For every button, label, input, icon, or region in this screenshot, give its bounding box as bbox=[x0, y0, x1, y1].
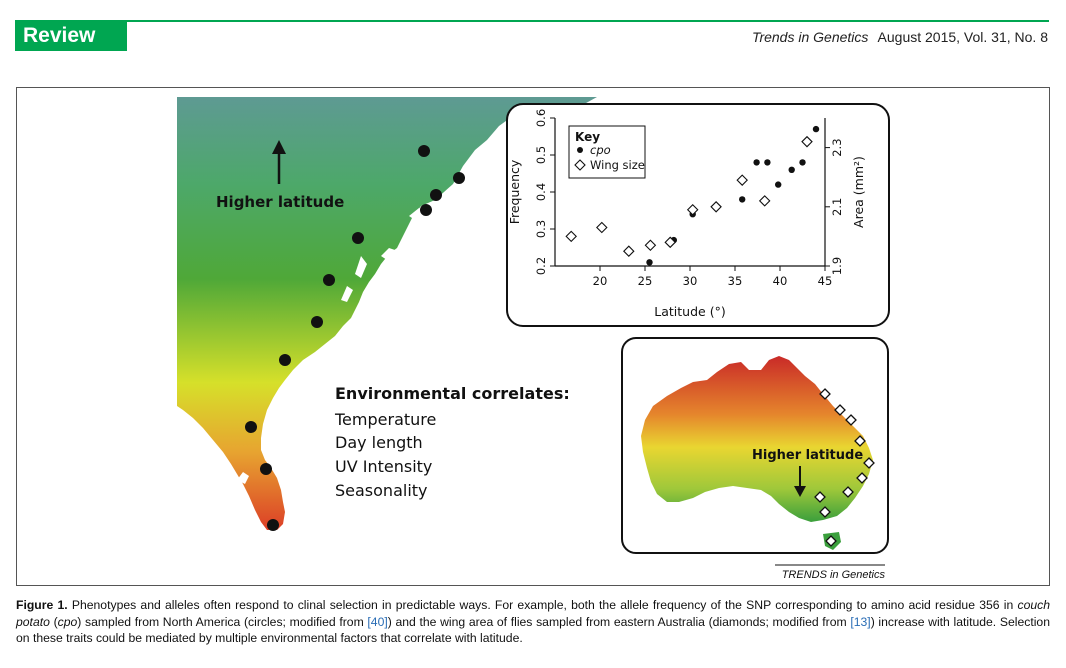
australia-landmass bbox=[641, 356, 873, 522]
wing-size-data-point bbox=[758, 195, 771, 207]
caption-reference-link[interactable]: [40] bbox=[367, 614, 388, 629]
wing-size-data-point bbox=[736, 174, 748, 186]
legend-title: Key bbox=[575, 130, 600, 144]
y2-tick-label: 2.3 bbox=[830, 138, 844, 156]
au-site-diamond bbox=[825, 535, 837, 547]
au-site-diamond bbox=[842, 486, 854, 498]
au-site-diamond bbox=[834, 404, 846, 416]
wing-size-data-point bbox=[686, 203, 699, 216]
issue-info: August 2015, Vol. 31, No. 8 bbox=[877, 29, 1048, 45]
wing-size-data-point bbox=[801, 135, 813, 148]
wing-size-data-point bbox=[644, 239, 657, 252]
au-site-diamond bbox=[854, 435, 866, 447]
cpo-data-point bbox=[775, 181, 782, 188]
journal-title: Trends in Genetics bbox=[751, 29, 869, 45]
figure-credit: TRENDS in Genetics bbox=[782, 569, 886, 581]
y2-tick-label: 2.1 bbox=[830, 198, 844, 216]
na-site-dot bbox=[352, 232, 364, 244]
na-coast-bays bbox=[237, 208, 423, 484]
journal-line: Trends in Genetics August 2015, Vol. 31,… bbox=[752, 29, 1048, 45]
y2-axis-title: Area (mm²) bbox=[851, 156, 866, 228]
y2-tick-label: 1.9 bbox=[830, 257, 844, 275]
na-site-dot bbox=[453, 172, 465, 184]
caption-text: ) sampled from North America (circles; m… bbox=[77, 614, 364, 629]
na-site-dot bbox=[279, 354, 291, 366]
caption-gene-abbr: cpo bbox=[57, 614, 78, 629]
review-badge: Review bbox=[15, 20, 127, 51]
wing-size-data-point bbox=[710, 201, 722, 213]
au-site-diamond bbox=[819, 388, 831, 400]
cpo-data-point bbox=[799, 159, 806, 166]
x-tick-label: 20 bbox=[593, 274, 608, 288]
au-site-diamond bbox=[856, 472, 868, 484]
x-tick-label: 35 bbox=[728, 274, 743, 288]
y-tick-label: 0.2 bbox=[534, 257, 548, 275]
x-axis-title: Latitude (°) bbox=[654, 304, 725, 319]
cpo-data-point bbox=[739, 196, 746, 203]
cpo-data-point bbox=[788, 166, 795, 173]
na-site-dot bbox=[420, 204, 432, 216]
correlate-item: Temperature bbox=[334, 410, 436, 429]
caption-label: Figure 1. bbox=[16, 598, 68, 612]
na-site-dot bbox=[418, 145, 430, 157]
au-site-diamond bbox=[863, 457, 875, 469]
north-america-map: Higher latitude Environmental correlates… bbox=[177, 97, 597, 531]
figure-caption: Figure 1. Phenotypes and alleles often r… bbox=[16, 597, 1050, 647]
y-axis-title: Frequency bbox=[507, 159, 522, 224]
figure-canvas: Higher latitude Environmental correlates… bbox=[177, 97, 890, 581]
au-site-diamond bbox=[819, 506, 831, 518]
wing-size-data-point bbox=[623, 245, 635, 257]
figure-box: Higher latitude Environmental correlates… bbox=[16, 87, 1050, 586]
wing-size-data-point bbox=[565, 230, 577, 243]
legend-entry-label: cpo bbox=[590, 143, 611, 157]
header-rule bbox=[127, 20, 1049, 22]
na-site-dot bbox=[245, 421, 257, 433]
chart-layer: 20 25 30 35 40 45 0.2 0.3 0.4 0.5 0.6 1.9 2.1 2.3 Lati… bbox=[507, 109, 866, 319]
y-tick-label: 0.4 bbox=[534, 183, 548, 201]
cpo-data-point bbox=[753, 159, 760, 166]
australia-panel: Higher latitude bbox=[621, 337, 889, 554]
scatter-chart-panel: 20 25 30 35 40 45 0.2 0.3 0.4 0.5 0.6 1.9 2.1 2.3 Lati… bbox=[506, 103, 890, 327]
wing-size-data-point bbox=[596, 221, 608, 234]
cpo-data-point bbox=[646, 259, 653, 266]
y-tick-label: 0.3 bbox=[534, 220, 548, 238]
au-sample-sites bbox=[814, 388, 875, 547]
na-site-dot bbox=[430, 189, 442, 201]
au-site-diamond bbox=[845, 414, 857, 426]
y-tick-label: 0.5 bbox=[534, 146, 548, 164]
legend-entry-label: Wing size bbox=[590, 158, 645, 172]
na-site-dot bbox=[311, 316, 323, 328]
legend-marker-circle bbox=[577, 147, 583, 153]
caption-text: ) increase with latitude. Selection on t… bbox=[16, 614, 1050, 646]
correlate-item: Day length bbox=[335, 433, 423, 452]
correlate-item: Seasonality bbox=[335, 481, 428, 500]
correlates-title: Environmental correlates: bbox=[335, 384, 570, 403]
au-latitude-arrow bbox=[794, 466, 806, 497]
na-latitude-arrow bbox=[272, 140, 286, 184]
caption-gene-name: couch potato bbox=[16, 598, 1050, 629]
caption-text: ( bbox=[53, 614, 58, 629]
na-landmass bbox=[177, 97, 597, 530]
na-sample-sites bbox=[245, 145, 465, 531]
na-site-dot bbox=[323, 274, 335, 286]
caption-text: ) and the wing area of flies sampled fro… bbox=[387, 614, 847, 629]
au-higher-latitude-label: Higher latitude bbox=[752, 448, 863, 463]
na-site-dot bbox=[260, 463, 272, 475]
x-tick-label: 40 bbox=[773, 274, 788, 288]
caption-text: Phenotypes and alleles often respond to … bbox=[71, 598, 1014, 612]
wing-size-data-point bbox=[664, 236, 676, 249]
cpo-data-point bbox=[812, 125, 820, 133]
x-tick-label: 25 bbox=[638, 274, 653, 288]
correlate-item: UV Intensity bbox=[335, 457, 432, 476]
na-site-dot bbox=[267, 519, 279, 531]
na-higher-latitude-label: Higher latitude bbox=[216, 193, 344, 211]
y-tick-label: 0.6 bbox=[534, 109, 548, 127]
x-tick-label: 45 bbox=[818, 274, 833, 288]
legend-marker-diamond bbox=[574, 159, 586, 171]
au-site-diamond bbox=[814, 491, 826, 503]
caption-reference-link[interactable]: [13] bbox=[850, 614, 871, 629]
x-tick-label: 30 bbox=[683, 274, 698, 288]
cpo-data-point bbox=[764, 159, 771, 166]
